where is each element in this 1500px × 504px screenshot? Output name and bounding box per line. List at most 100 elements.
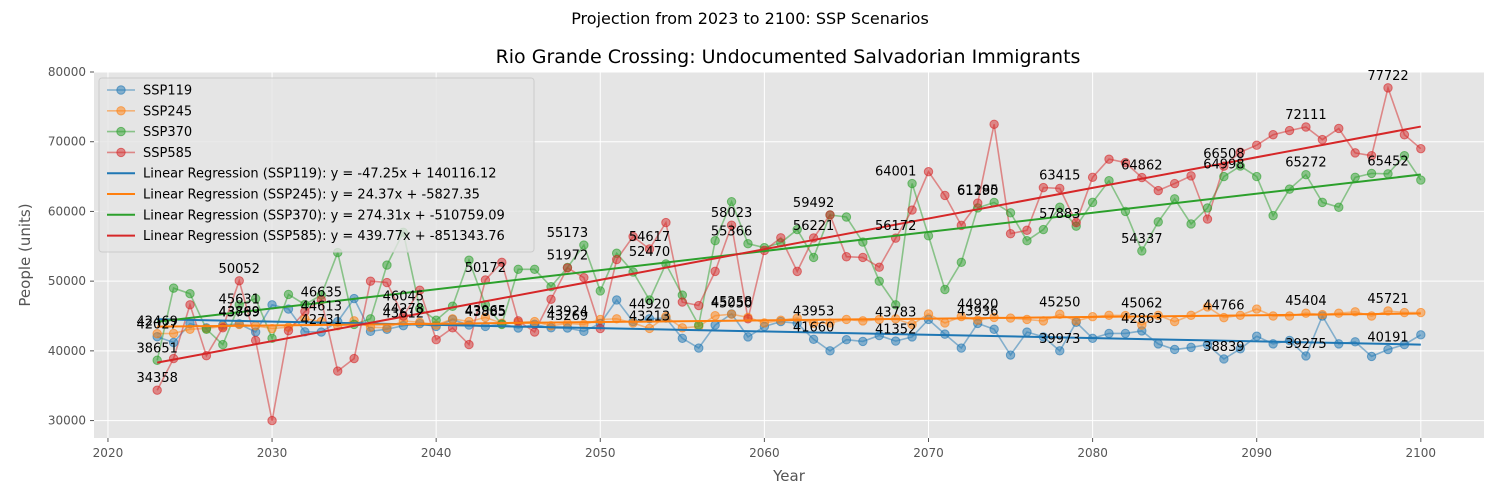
data-point-ssp585 (1104, 154, 1114, 164)
data-point-ssp585 (1005, 229, 1016, 239)
data-label: 50172 (465, 261, 506, 276)
data-point-ssp370 (710, 236, 720, 246)
data-point-ssp370 (956, 257, 967, 268)
data-point-ssp119 (1366, 351, 1377, 362)
x-tick-label: 2050 (585, 446, 616, 460)
data-point-ssp119 (1169, 344, 1180, 355)
data-point-ssp370 (513, 264, 523, 274)
x-tick-label: 2020 (93, 446, 124, 460)
data-point-ssp370 (808, 252, 819, 263)
data-point-ssp370 (1317, 197, 1328, 208)
legend-label: Linear Regression (SSP245): y = 24.37x +… (143, 188, 480, 203)
data-point-ssp370 (1334, 202, 1344, 212)
legend-label: SSP245 (143, 104, 192, 119)
data-label: 43885 (465, 305, 506, 320)
data-point-ssp370 (1252, 171, 1262, 182)
data-point-ssp119 (168, 337, 179, 348)
data-point-ssp119 (808, 334, 819, 344)
data-label: 58023 (711, 206, 752, 221)
data-label: 42863 (1121, 312, 1162, 327)
data-label: 43612 (383, 307, 424, 322)
data-point-ssp119 (1153, 339, 1163, 349)
data-point-ssp370 (234, 300, 244, 310)
data-point-ssp585 (743, 314, 753, 324)
data-point-ssp585 (431, 335, 441, 345)
legend-box (98, 77, 535, 253)
data-label: 45250 (1039, 295, 1080, 310)
data-point-ssp370 (1186, 219, 1196, 229)
data-label: 45258 (711, 295, 752, 310)
data-label: 38839 (1203, 340, 1244, 355)
data-point-ssp370 (644, 295, 655, 305)
data-label: 45404 (1285, 294, 1326, 309)
x-axis-label: Year (772, 467, 806, 485)
data-label: 44278 (383, 302, 424, 317)
data-point-ssp585 (694, 300, 704, 311)
data-point-ssp119 (743, 332, 753, 342)
data-label: 55366 (711, 225, 752, 240)
data-point-ssp585 (841, 252, 852, 262)
data-point-ssp370 (250, 293, 261, 304)
data-label: 59492 (793, 196, 834, 211)
data-point-ssp370 (1235, 161, 1245, 171)
data-point-ssp585 (497, 257, 507, 268)
legend-label: Linear Regression (SSP370): y = 274.31x … (143, 208, 505, 223)
data-label: 44766 (1203, 299, 1244, 314)
data-point-ssp370 (529, 264, 540, 274)
data-label: 44613 (301, 300, 342, 315)
data-label: 65452 (1367, 154, 1408, 169)
data-point-ssp119 (1055, 346, 1065, 356)
data-label: 46635 (301, 286, 342, 301)
data-point-ssp245 (1301, 308, 1311, 318)
data-point-ssp585 (989, 119, 999, 129)
data-point-ssp585 (1153, 185, 1163, 196)
y-tick-label: 80000 (48, 65, 86, 79)
data-label: 39973 (1039, 332, 1080, 347)
x-tick-label: 2080 (1077, 446, 1108, 460)
data-point-ssp370 (1038, 224, 1049, 235)
data-point-ssp585 (1071, 217, 1081, 228)
data-point-ssp585 (1235, 147, 1245, 157)
data-label: 43965 (465, 304, 506, 319)
data-point-ssp585 (1087, 172, 1098, 182)
regression-line-3 (156, 125, 1422, 364)
data-point-ssp370 (694, 320, 704, 330)
legend-marker (116, 106, 126, 116)
data-point-ssp245 (940, 318, 950, 328)
data-label: 65272 (1285, 156, 1326, 171)
data-label: 44920 (957, 298, 998, 313)
data-label: 43213 (629, 309, 670, 324)
data-label: 52470 (629, 245, 670, 260)
data-point-ssp245 (858, 316, 868, 326)
legend-marker (116, 147, 126, 158)
data-label: 34358 (137, 371, 178, 386)
y-axis-label: People (units) (16, 203, 34, 306)
data-point-ssp119 (956, 343, 967, 353)
data-point-ssp119 (841, 335, 852, 345)
legend-label: Linear Regression (SSP585): y = 439.77x … (143, 229, 505, 244)
data-label: 56172 (875, 219, 916, 234)
legend-label: SSP370 (143, 125, 192, 140)
data-point-ssp585 (267, 415, 277, 426)
data-point-ssp370 (890, 300, 901, 310)
data-label: 43269 (547, 309, 588, 324)
y-tick-label: 30000 (48, 414, 86, 428)
data-point-ssp370 (218, 339, 228, 350)
x-tick-label: 2060 (749, 446, 780, 460)
data-point-ssp585 (1317, 134, 1328, 145)
chart-title: Rio Grande Crossing: Undocumented Salvad… (496, 46, 1081, 68)
data-point-ssp370 (743, 239, 753, 249)
data-point-ssp585 (382, 277, 392, 288)
data-point-ssp585 (710, 266, 720, 277)
legend-label: SSP585 (143, 146, 192, 161)
data-point-ssp585 (185, 300, 195, 310)
legend-label: SSP119 (143, 84, 192, 99)
data-point-ssp585 (677, 297, 688, 307)
data-point-ssp370 (595, 286, 605, 296)
data-point-ssp585 (349, 353, 359, 364)
legend-label: Linear Regression (SSP119): y = -47.25x … (143, 167, 497, 182)
data-point-ssp585 (1383, 83, 1393, 93)
data-point-ssp370 (1301, 169, 1311, 180)
data-point-ssp585 (792, 266, 802, 277)
